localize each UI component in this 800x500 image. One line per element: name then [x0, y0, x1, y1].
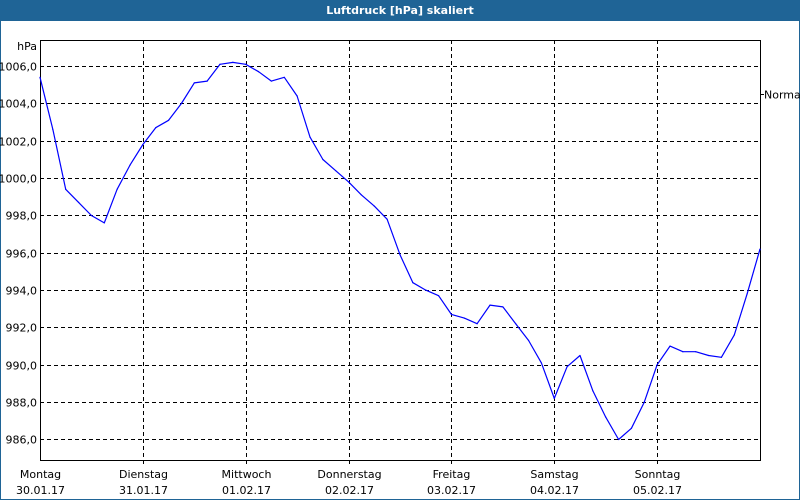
data-point	[167, 119, 170, 121]
y-axis-label: hPa	[17, 40, 37, 53]
data-point	[373, 205, 375, 207]
data-point	[399, 254, 401, 256]
data-point	[682, 351, 684, 353]
x-tick-day: Mittwoch	[222, 468, 272, 481]
x-tick-date: 03.02.17	[427, 484, 476, 497]
chart-title: Luftdruck [hPa] skaliert	[1, 1, 799, 21]
data-point	[232, 61, 234, 64]
data-point	[309, 136, 311, 138]
data-point	[540, 362, 543, 364]
y-tick-label: 1002,0	[0, 136, 37, 149]
plot-frame	[40, 40, 761, 461]
y-tick-label: 988,0	[6, 397, 38, 410]
data-point	[515, 323, 517, 325]
data-point	[527, 339, 530, 342]
x-tick-date: 01.02.17	[222, 484, 271, 497]
data-point	[90, 214, 93, 217]
data-point	[489, 304, 491, 306]
data-point	[322, 158, 324, 161]
data-point	[695, 351, 697, 353]
data-point	[733, 334, 735, 336]
data-point	[669, 345, 671, 347]
data-point	[579, 354, 581, 357]
y-tick-label: 992,0	[6, 322, 38, 335]
data-point	[77, 201, 80, 203]
data-point	[129, 164, 131, 166]
x-tick-date: 30.01.17	[16, 484, 65, 497]
data-point	[617, 438, 620, 441]
data-point	[707, 354, 710, 357]
data-point	[412, 282, 414, 284]
data-point	[566, 366, 568, 368]
data-point	[219, 63, 221, 65]
data-point	[116, 188, 118, 190]
data-point	[142, 143, 144, 146]
data-point	[450, 313, 453, 315]
data-point	[65, 188, 67, 190]
data-point	[592, 390, 594, 392]
data-point	[437, 295, 440, 297]
x-tick-day: Donnerstag	[317, 468, 381, 481]
x-tick-day: Montag	[20, 468, 61, 481]
data-point	[39, 76, 41, 78]
data-point	[257, 71, 260, 73]
x-tick-day: Samstag	[530, 468, 578, 481]
data-point	[553, 397, 555, 399]
data-point	[746, 293, 748, 295]
data-point	[193, 82, 195, 84]
y-tick-label: 994,0	[6, 285, 38, 298]
data-point	[206, 80, 208, 82]
y-tick-label: 1006,0	[0, 61, 37, 74]
y-tick-label: 990,0	[6, 360, 38, 373]
data-point	[643, 401, 645, 403]
y-tick-label: 1004,0	[0, 98, 37, 111]
x-tick-date: 31.01.17	[119, 484, 168, 497]
data-point	[605, 416, 607, 418]
data-point	[245, 63, 247, 65]
y-tick-label: 996,0	[6, 248, 38, 261]
data-point	[52, 129, 54, 131]
data-point	[656, 364, 658, 366]
x-tick-date: 05.02.17	[633, 484, 682, 497]
data-point	[476, 323, 478, 325]
y-tick-label: 1000,0	[0, 173, 37, 186]
x-tick-day: Dienstag	[119, 468, 168, 481]
x-tick-date: 04.02.17	[530, 484, 579, 497]
data-point	[502, 306, 504, 308]
x-tick-day: Sonntag	[635, 468, 681, 481]
x-tick-date: 02.02.17	[325, 484, 374, 497]
x-tick-day: Freitag	[433, 468, 471, 481]
pressure-line	[39, 61, 761, 441]
reference-label: Normal	[764, 89, 800, 102]
data-point	[296, 95, 298, 97]
data-point	[360, 194, 363, 196]
data-point	[270, 80, 273, 82]
data-point	[103, 222, 105, 224]
data-point	[283, 76, 285, 78]
data-point	[463, 317, 465, 319]
data-point	[720, 356, 723, 358]
data-point	[347, 181, 350, 183]
data-point	[425, 289, 427, 291]
data-point	[630, 427, 633, 429]
y-tick-label: 998,0	[6, 210, 38, 223]
data-point	[386, 218, 388, 220]
data-point	[335, 170, 337, 172]
data-point	[759, 248, 761, 250]
data-point	[155, 127, 157, 129]
data-point	[180, 102, 183, 105]
y-tick-label: 986,0	[6, 434, 38, 447]
